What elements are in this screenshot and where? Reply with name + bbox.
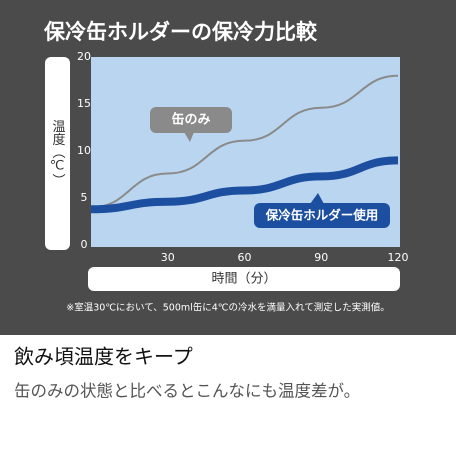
y-tick-label: 5: [81, 191, 88, 204]
callout-pointer: [184, 132, 194, 142]
y-tick-label: 20: [77, 50, 91, 63]
x-tick-label: 90: [314, 251, 328, 264]
caption-heading: 飲み頃温度をキープ: [14, 345, 193, 369]
footnote: ※室温30℃において、500ml缶に4℃の冷水を満量入れて測定した実測値。: [66, 302, 389, 314]
white-panel: [0, 335, 456, 456]
line-1: [90, 156, 399, 214]
x-label-box: [88, 267, 400, 291]
y-axis-label: 温度（℃）: [50, 120, 66, 187]
x-axis-label: 時間（分）: [211, 272, 276, 287]
y-tick-label: 0: [81, 238, 88, 251]
legend-label: 缶のみ: [171, 112, 210, 128]
x-tick-label: 120: [388, 251, 409, 264]
y-label-box: [45, 57, 70, 250]
callout-pointer: [310, 193, 324, 204]
y-tick-label: 15: [77, 97, 91, 110]
chart-title: 保冷缶ホルダーの保冷力比較: [43, 20, 318, 44]
legend-label: 保冷缶ホルダー使用: [265, 208, 379, 223]
x-tick-label: 60: [238, 251, 252, 264]
callout-box: [150, 107, 232, 133]
x-tick-label: 30: [161, 251, 175, 264]
line-0: [90, 74, 399, 209]
y-tick-label: 10: [77, 144, 91, 157]
callout-box: [254, 203, 390, 228]
caption-text: 缶のみの状態と比べるとこんなにも温度差が。: [14, 382, 360, 401]
